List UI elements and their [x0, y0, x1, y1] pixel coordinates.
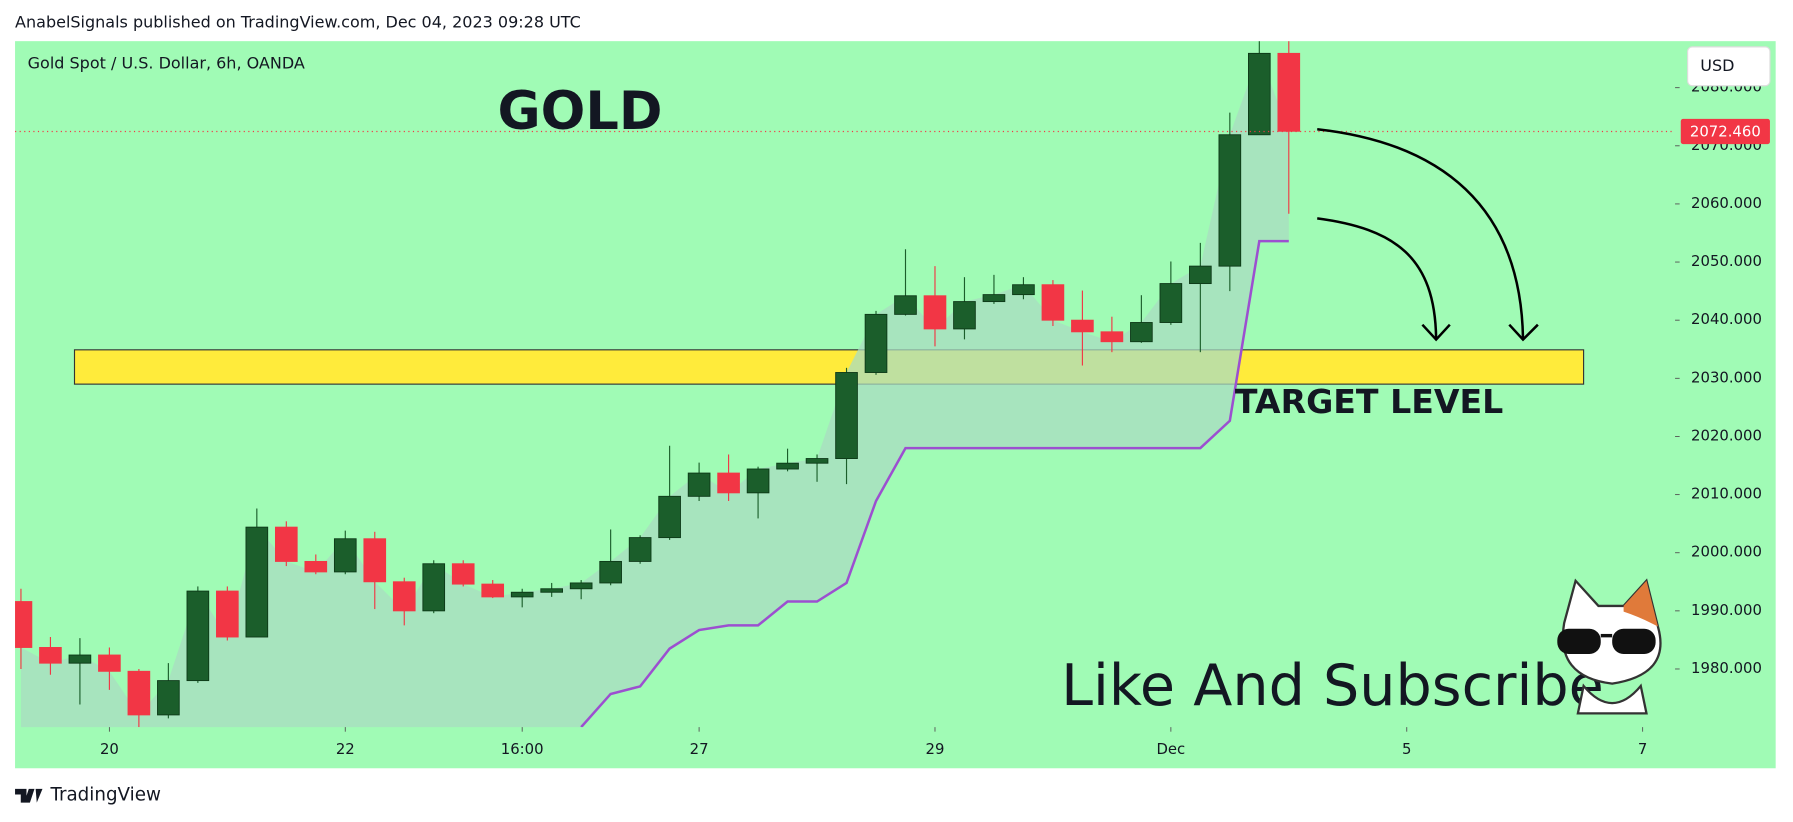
candle-body — [835, 372, 858, 459]
cta-text: Like And Subscribe — [1061, 653, 1604, 719]
zone-label: TARGET LEVEL — [1235, 382, 1503, 421]
arrows — [1317, 127, 1539, 342]
y-tick-label: 2020.000 — [1691, 426, 1762, 444]
y-tick-label: 2060.000 — [1691, 194, 1762, 212]
candle-body — [68, 654, 92, 664]
footer-brand: TradingView — [49, 785, 161, 806]
candle-body — [1012, 284, 1035, 296]
symbol-title: Gold Spot / U.S. Dollar, 6h, OANDA — [28, 54, 305, 73]
candle-body — [304, 560, 328, 573]
candle-body — [15, 601, 33, 648]
footer-logo: TradingView — [15, 785, 161, 806]
candle-body — [245, 526, 269, 638]
y-tick-label: 2030.000 — [1691, 368, 1762, 386]
candle-body — [894, 295, 917, 315]
arrow-short — [1317, 217, 1438, 339]
candle-body — [1041, 284, 1065, 321]
target-zone — [73, 349, 1585, 385]
candle-body — [864, 313, 888, 373]
candle-body — [510, 591, 534, 598]
candle-body — [127, 670, 151, 716]
publish-header: AnabelSignals published on TradingView.c… — [15, 12, 581, 31]
candle-body — [717, 472, 740, 494]
x-tick-label: 7 — [1638, 740, 1647, 758]
candle-body — [1218, 134, 1242, 267]
y-tick-label: 2040.000 — [1691, 310, 1762, 328]
candle-body — [540, 588, 563, 593]
x-tick-label: Dec — [1156, 740, 1185, 758]
cat-sticker — [1557, 578, 1662, 715]
candle-body — [982, 294, 1006, 303]
currency-box — [1687, 46, 1771, 87]
candle-body — [451, 563, 475, 585]
candle-body — [687, 472, 711, 497]
candle-body — [274, 526, 298, 562]
indicator-line — [580, 239, 1289, 728]
arrow-short-head — [1421, 323, 1451, 342]
x-tick-label: 22 — [336, 740, 355, 758]
candle-body — [363, 538, 387, 583]
candle-body — [1159, 283, 1183, 323]
candle-body — [186, 590, 210, 682]
candle-body — [1130, 322, 1153, 343]
arrow-long — [1317, 127, 1525, 339]
y-tick-label: 1980.000 — [1691, 659, 1762, 677]
candle-body — [333, 538, 357, 573]
x-tick-label: 5 — [1402, 740, 1411, 758]
candle-body — [923, 295, 947, 330]
candle-body — [1071, 319, 1094, 333]
candle-body — [157, 680, 180, 716]
candle-body — [481, 583, 505, 598]
candle-body — [805, 458, 829, 464]
candle-body — [599, 560, 622, 584]
candle-body — [98, 654, 121, 672]
candle-body — [776, 462, 799, 470]
candle-body — [746, 468, 770, 494]
y-tick-label: 2010.000 — [1691, 485, 1762, 503]
candle-body — [392, 581, 416, 612]
x-tick-label: 29 — [926, 740, 945, 758]
candle-body — [569, 582, 593, 590]
candle-body — [1100, 331, 1124, 343]
candle-body — [1247, 52, 1271, 136]
x-tick-label: 16:00 — [501, 740, 544, 758]
candle-body — [1277, 52, 1301, 132]
candle-body — [1189, 265, 1212, 285]
candle-body — [39, 647, 62, 664]
x-tick-label: 20 — [100, 740, 119, 758]
y-tick-label: 2050.000 — [1691, 252, 1762, 270]
candle-body — [422, 563, 446, 612]
y-tick-label: 2000.000 — [1691, 543, 1762, 561]
headline: GOLD — [498, 81, 663, 142]
arrow-long-head — [1508, 323, 1539, 342]
candle-body — [216, 590, 239, 638]
last-price-label: 2072.460 — [1690, 123, 1761, 141]
y-tick-label: 1990.000 — [1691, 601, 1762, 619]
candle-body — [658, 495, 681, 539]
candle-body — [628, 537, 652, 562]
x-tick-label: 27 — [690, 740, 709, 758]
candle-body — [953, 301, 976, 330]
last-price-badge — [1680, 118, 1770, 145]
currency-label: USD — [1700, 56, 1734, 75]
